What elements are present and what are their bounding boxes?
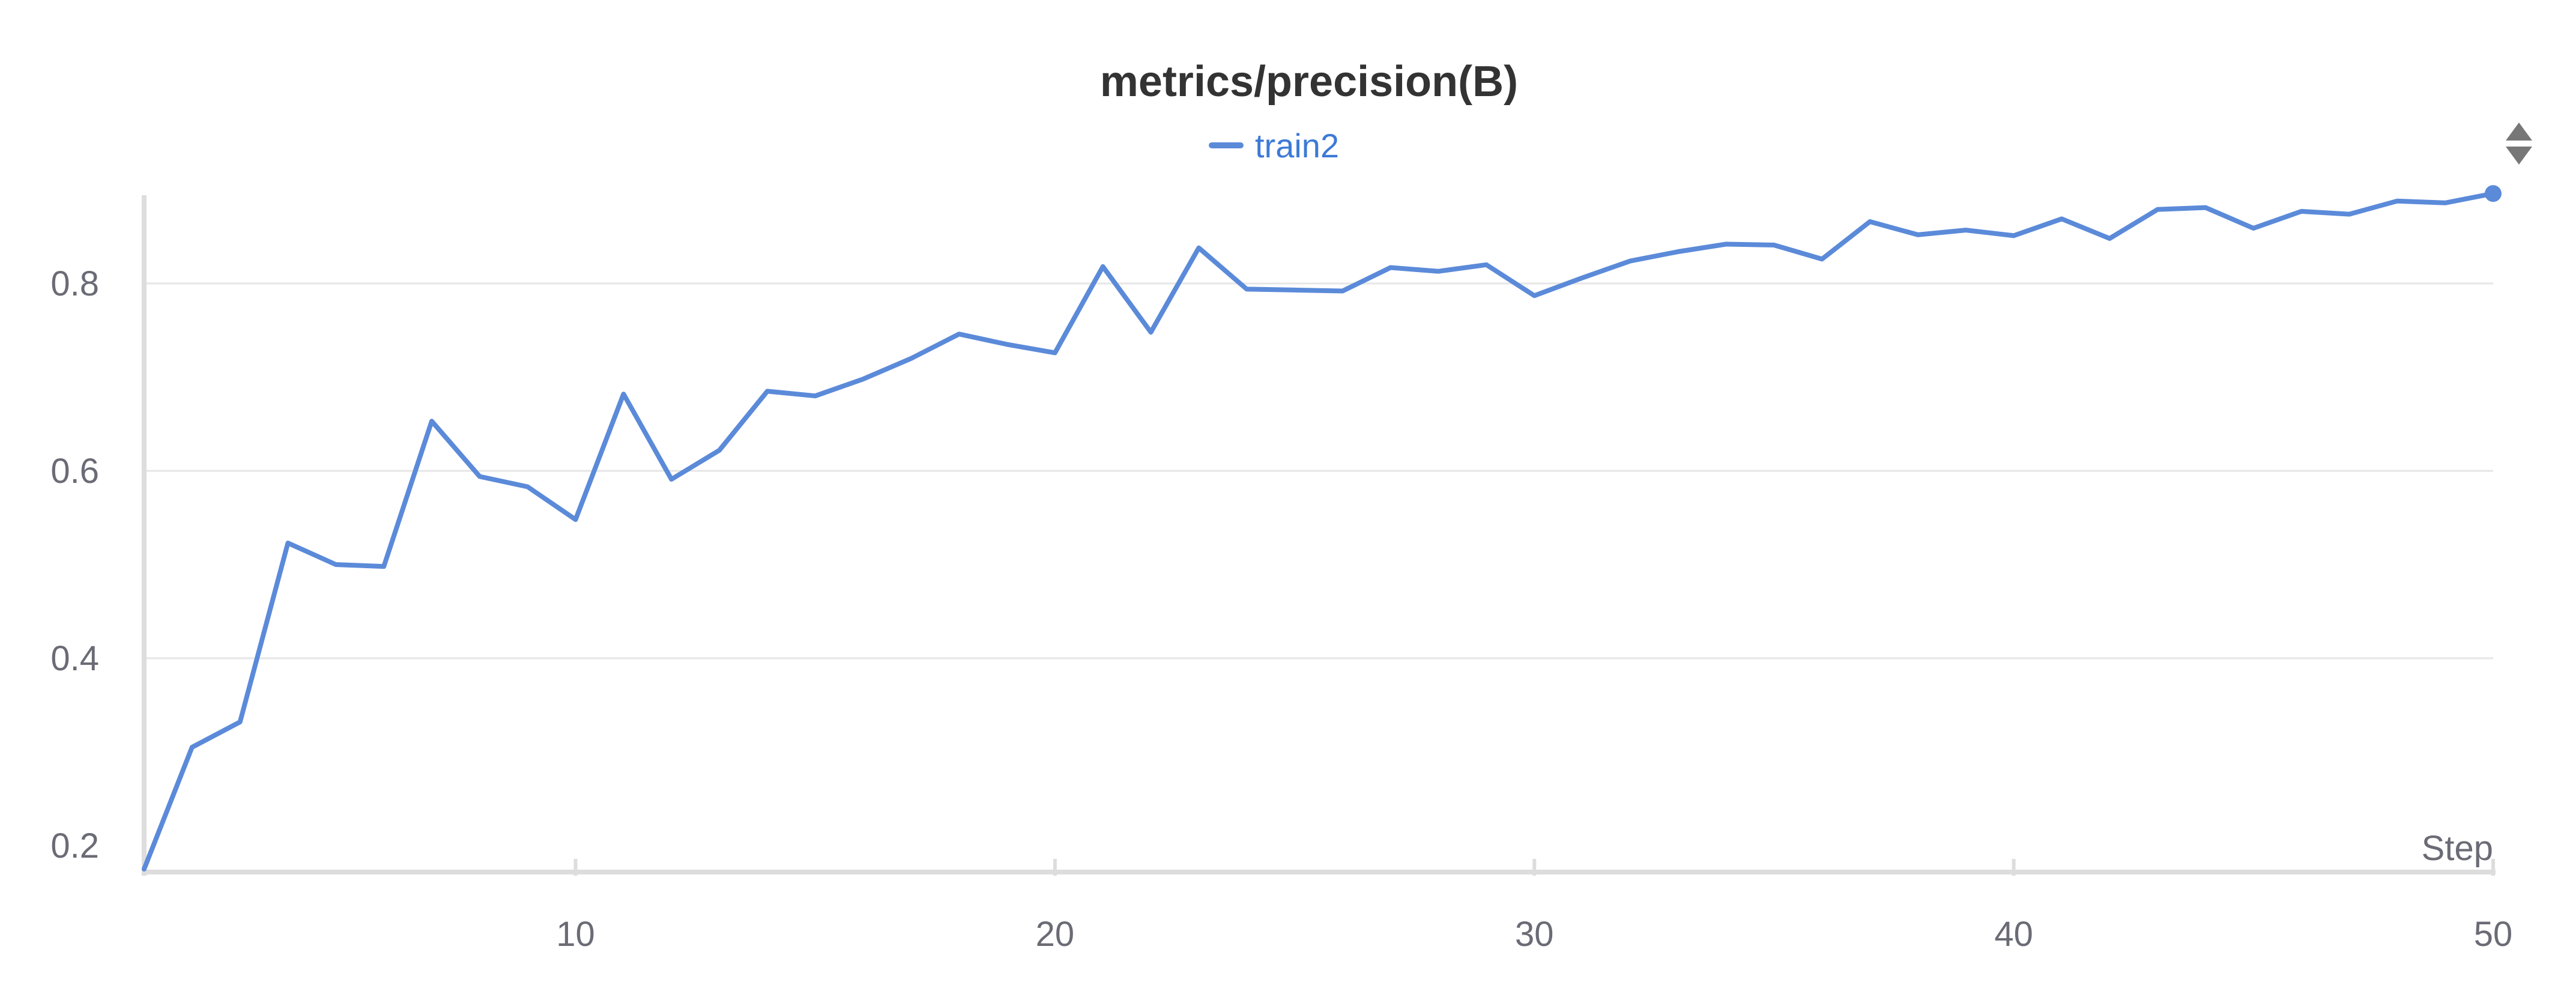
x-tick-label: 50 bbox=[2474, 915, 2513, 954]
x-tick-label: 20 bbox=[1036, 915, 1075, 954]
panel-control[interactable] bbox=[2506, 123, 2532, 165]
y-tick-label: 0.4 bbox=[50, 639, 99, 678]
x-axis-ticks: 10 20 30 40 50 bbox=[556, 859, 2512, 954]
x-tick-label: 10 bbox=[556, 915, 595, 954]
sort-triangles-icon[interactable] bbox=[2506, 123, 2532, 165]
chart-title: metrics/precision(B) bbox=[1100, 58, 1518, 106]
y-tick-label: 0.6 bbox=[50, 452, 99, 491]
series-line-train2[interactable] bbox=[142, 191, 2496, 871]
gridlines bbox=[144, 282, 2493, 659]
x-tick-label: 30 bbox=[1515, 915, 1554, 954]
axes bbox=[142, 195, 2496, 876]
series-last-point-train2[interactable] bbox=[2485, 185, 2502, 202]
y-tick-label: 0.8 bbox=[50, 264, 99, 303]
y-axis-ticks: 0.2 0.4 0.6 0.8 bbox=[50, 264, 99, 865]
x-tick-label: 40 bbox=[1994, 915, 2033, 954]
legend[interactable]: train2 bbox=[1209, 127, 1339, 165]
x-axis-label: Step bbox=[2422, 829, 2493, 868]
y-tick-label: 0.2 bbox=[50, 826, 99, 865]
legend-label-train2[interactable]: train2 bbox=[1255, 127, 1339, 165]
